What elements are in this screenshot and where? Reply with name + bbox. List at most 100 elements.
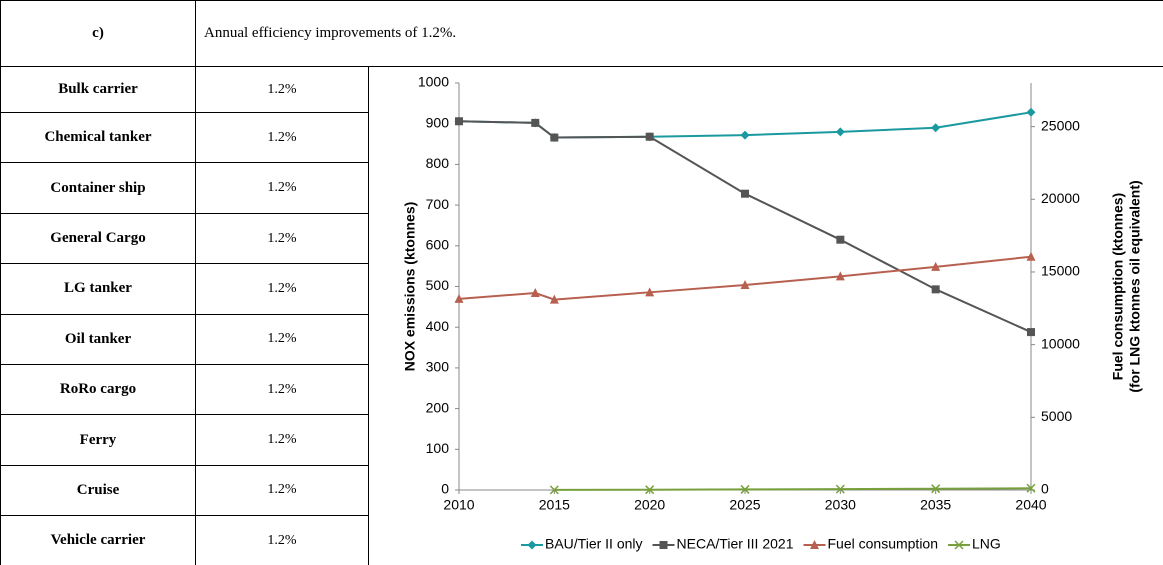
data-point [1027, 328, 1035, 337]
y2-tick-label: 10000 [1041, 335, 1080, 351]
data-point [740, 484, 750, 494]
y-tick-label: 600 [426, 237, 450, 253]
data-point [740, 280, 750, 290]
y2-tick-label: 15000 [1041, 263, 1080, 279]
data-point [454, 293, 464, 303]
y-tick-label: 700 [426, 196, 450, 212]
y-tick-label: 900 [426, 114, 450, 130]
data-point [1026, 107, 1036, 117]
legend-label: Fuel consumption [828, 536, 939, 552]
data-point [549, 294, 559, 304]
ship-type: Cruise [0, 464, 196, 517]
x-tick-label: 2025 [729, 497, 760, 513]
chart-cell: 0 100 200 300 400 500 600 700 800 900 1000 0 5000 100… [368, 66, 1163, 565]
x-tick-label: 2010 [443, 497, 474, 513]
table-row: Ferry 1.2% [0, 414, 1163, 466]
data-point [1026, 251, 1036, 261]
ship-type: Ferry [0, 414, 196, 466]
data-point [1026, 483, 1036, 493]
x-tick-label: 2015 [539, 497, 570, 513]
ship-type: RoRo cargo [0, 363, 196, 416]
data-point [931, 261, 941, 271]
x-tick-label: 2040 [1015, 497, 1046, 513]
y-tick-label: 1000 [418, 74, 449, 90]
table-row: Bulk carrier 1.2% 0 100 200 300 400 500 600 700 80… [0, 65, 1163, 565]
data-point [645, 485, 655, 495]
data-point [931, 285, 940, 294]
data-point [931, 123, 941, 133]
legend-label: LNG [972, 536, 1001, 552]
improvement-rate: 1.2% [195, 212, 369, 265]
header-cell: Annual efficiency improvements of 1.2%. [195, 0, 1163, 67]
legend-label: NECA/Tier III 2021 [677, 536, 794, 552]
data-point [645, 132, 654, 141]
improvement-rate: 1.2% [195, 515, 369, 565]
data-point [549, 485, 559, 495]
y-tick-label: 800 [426, 155, 450, 171]
series-line [458, 120, 1032, 333]
legend-marker [810, 540, 819, 549]
y-axis-title: NOX emissions (ktonnes) [402, 202, 418, 372]
data-point [741, 189, 749, 198]
improvement-rate: 1.2% [195, 112, 369, 164]
legend-marker [527, 540, 537, 550]
x-tick-label: 2020 [634, 497, 665, 513]
data-point [835, 484, 845, 494]
data-point [835, 271, 845, 281]
data-point [645, 287, 655, 297]
improvement-rate: 1.2% [195, 162, 369, 214]
ship-type: General Cargo [0, 212, 196, 265]
y-tick-label: 100 [426, 440, 450, 456]
x-tick-label: 2035 [920, 497, 951, 513]
y2-tick-label: 0 [1041, 481, 1049, 497]
y-tick-label: 300 [426, 359, 450, 375]
ship-type: Container ship [0, 162, 196, 214]
ship-type: Bulk carrier [0, 65, 196, 114]
table-row: General Cargo 1.2% [0, 212, 1163, 265]
data-point [931, 484, 941, 494]
improvement-rate: 1.2% [195, 65, 369, 114]
ship-type: Chemical tanker [0, 112, 196, 164]
legend-marker [659, 541, 668, 549]
improvement-rate: 1.2% [195, 363, 369, 416]
legend-marker [954, 540, 964, 550]
series-line [458, 255, 1032, 301]
ship-type: LG tanker [0, 263, 196, 315]
header-row: c) Annual efficiency improvements of 1.2… [0, 0, 1163, 67]
improvement-rate: 1.2% [195, 414, 369, 466]
y2-tick-label: 5000 [1041, 408, 1072, 424]
x-tick-label: 2030 [825, 497, 856, 513]
y-tick-label: 0 [441, 481, 449, 497]
legend: BAU/Tier II only NECA/Tier III 2021 Fuel c… [521, 536, 1001, 552]
improvement-rate: 1.2% [195, 313, 369, 365]
series-line [554, 487, 1032, 491]
data-point [531, 118, 540, 127]
y2-tick-label: 25000 [1041, 117, 1080, 133]
ship-type: Vehicle carrier [0, 515, 196, 565]
y-tick-label: 500 [426, 277, 450, 293]
data-point [550, 133, 559, 142]
data-point [530, 288, 540, 298]
data-point [740, 130, 750, 140]
y2-tick-label: 20000 [1041, 190, 1080, 206]
chart: 0100200300400500600700800900100005000100… [402, 74, 1143, 552]
data-point [455, 117, 463, 126]
y-tick-label: 400 [426, 318, 450, 334]
y2-axis-title: (for LNG ktonnes oil equivalent) [1127, 180, 1143, 392]
improvement-rate: 1.2% [195, 464, 369, 517]
ship-type: Oil tanker [0, 313, 196, 365]
y-tick-label: 200 [426, 399, 450, 415]
header-cell: c) [0, 0, 196, 67]
legend-label: BAU/Tier II only [545, 536, 643, 552]
data-point [836, 235, 845, 244]
table-row: Cruise 1.2% [0, 464, 1163, 517]
data-point [835, 127, 845, 137]
table-row: LG tanker 1.2% [0, 263, 1163, 315]
y2-axis-title: Fuel consumption (ktonnes) [1110, 193, 1126, 380]
improvement-rate: 1.2% [195, 263, 369, 315]
table-row: Chemical tanker 1.2% [0, 112, 1163, 164]
table-row: Oil tanker 1.2% [0, 313, 1163, 365]
table-row: Vehicle carrier 1.2% [0, 515, 1163, 565]
